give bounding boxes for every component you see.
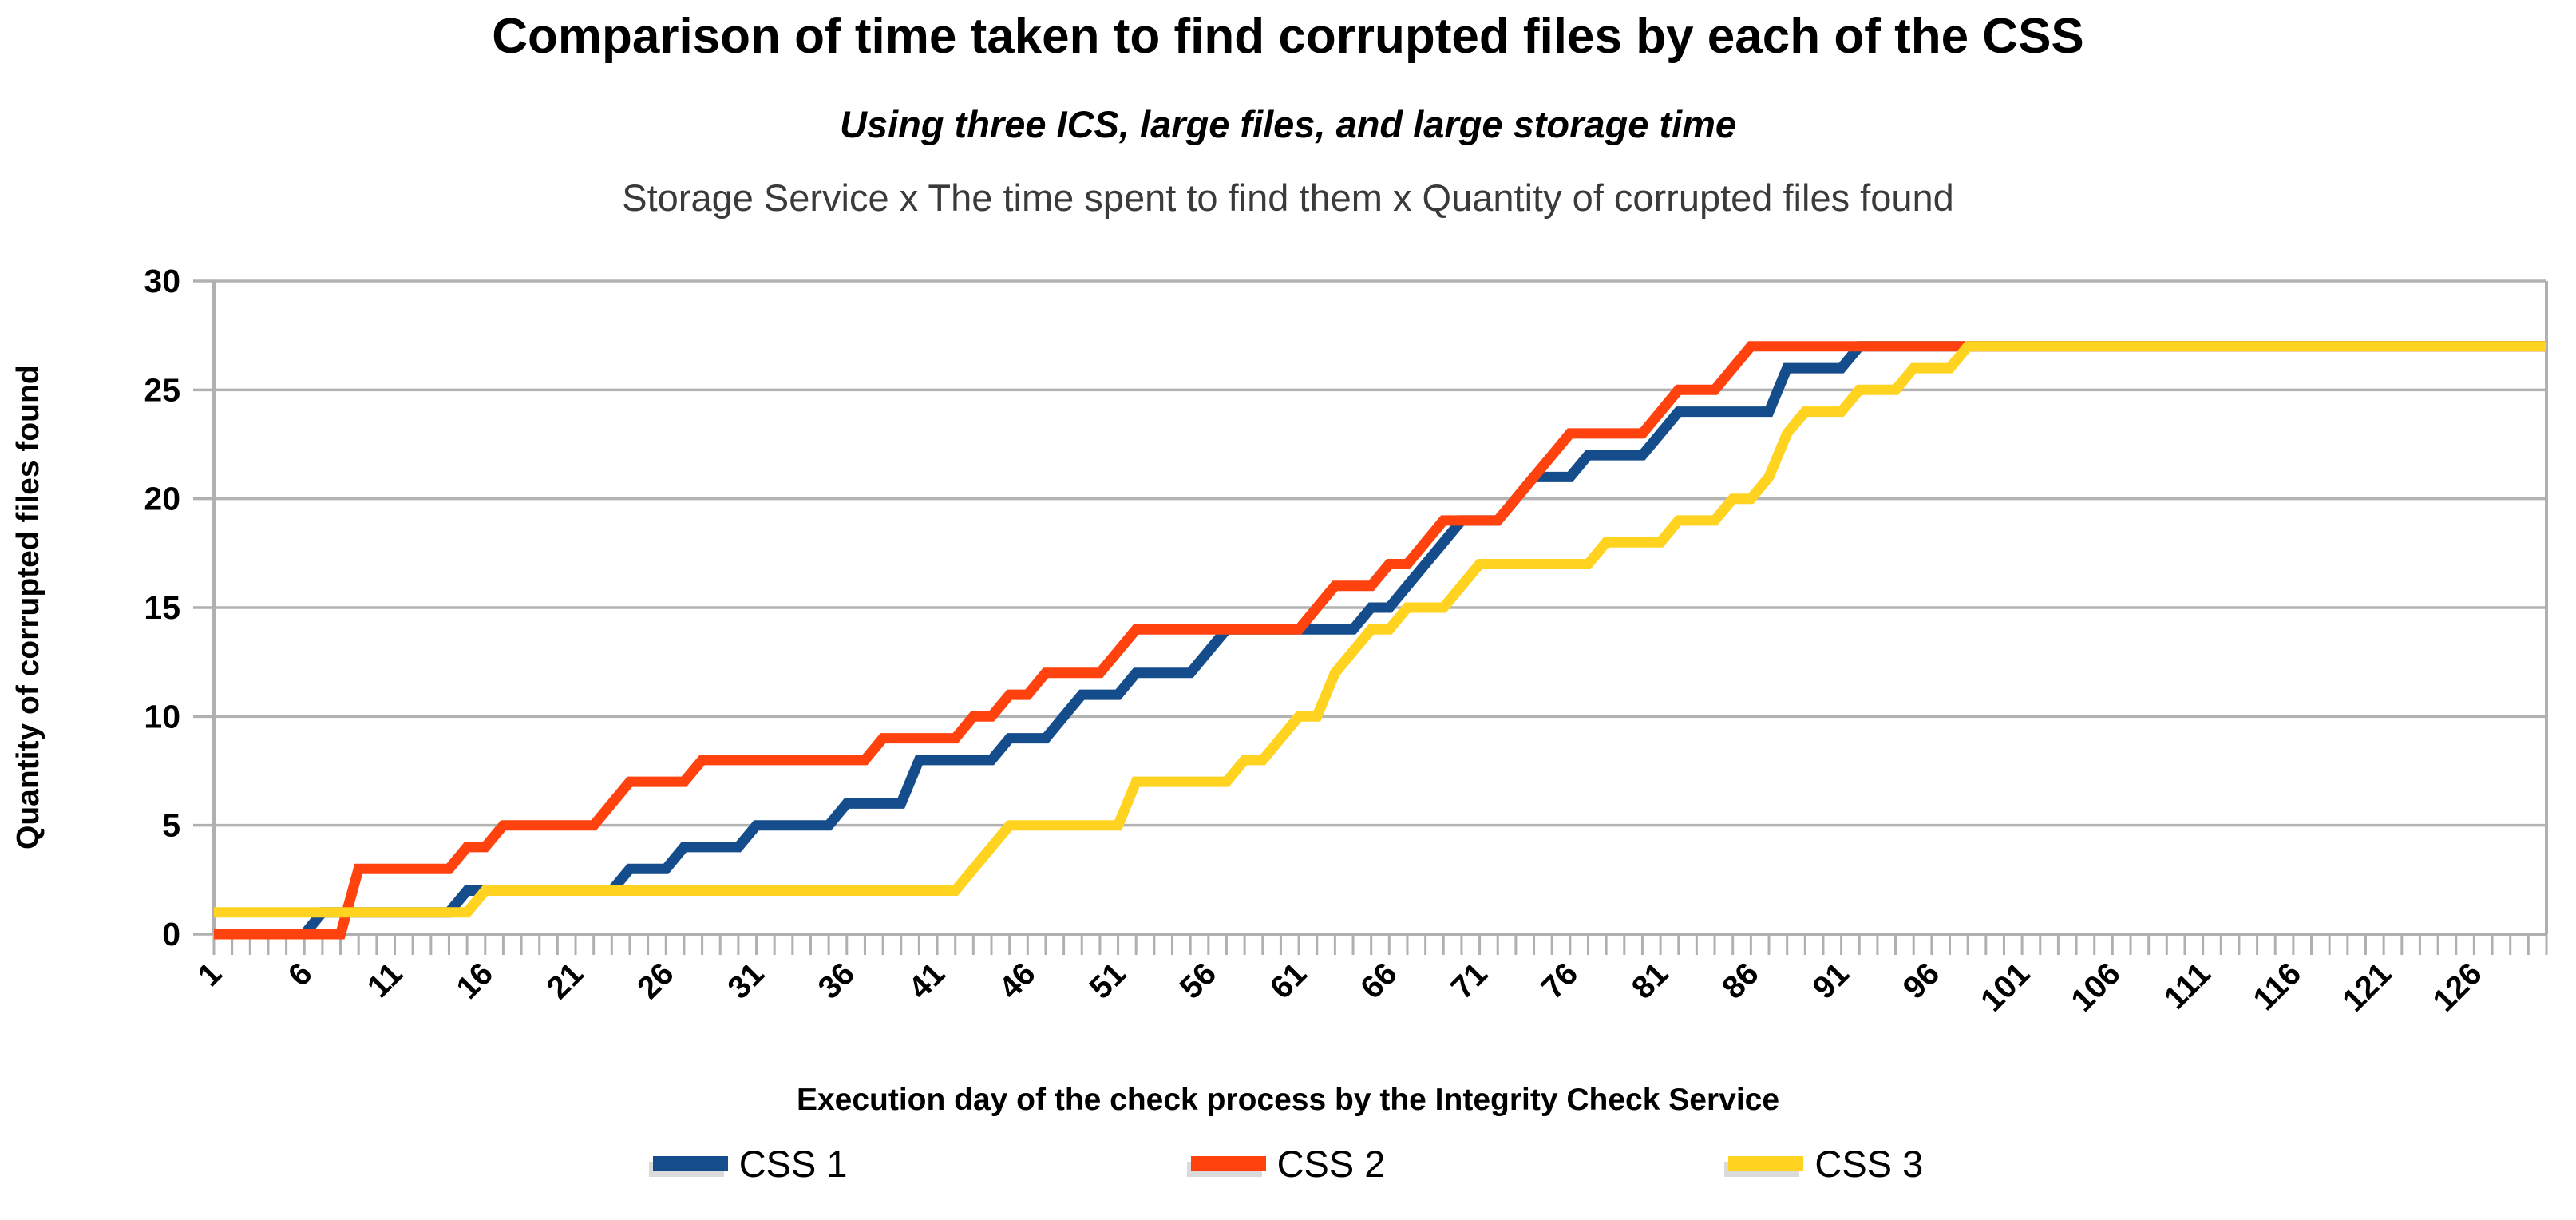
x-tick-label: 116 (2247, 956, 2309, 1017)
x-tick-label: 16 (450, 956, 501, 1006)
series-line-css-2 (214, 341, 2546, 940)
x-tick-label: 101 (1974, 956, 2036, 1018)
x-tick-label: 31 (721, 956, 771, 1006)
y-tick-label: 30 (144, 263, 180, 299)
x-tick-label: 106 (2064, 956, 2127, 1018)
chart-subtitle: Using three ICS, large files, and large … (839, 103, 1737, 145)
series-line-css-3 (214, 341, 2546, 918)
x-tick-label: 21 (540, 956, 591, 1006)
x-tick-label: 41 (902, 956, 952, 1006)
legend-swatch-css2-icon (1190, 1156, 1266, 1171)
x-axis-title: Execution day of the check process by th… (796, 1083, 1780, 1117)
x-tick-label: 76 (1535, 956, 1585, 1006)
x-tick-label: 61 (1264, 956, 1314, 1006)
y-tick-label: 15 (144, 589, 180, 626)
legend-item-css2: CSS 2 (1190, 1142, 1386, 1186)
x-tick-label: 1 (192, 956, 229, 993)
y-tick-label: 0 (162, 916, 180, 953)
legend-label-css1: CSS 1 (738, 1143, 848, 1185)
x-tick-label: 96 (1897, 956, 1947, 1006)
x-tick-label: 126 (2426, 956, 2488, 1018)
x-tick-label: 26 (631, 956, 681, 1006)
chart-title: Comparison of time taken to find corrupt… (492, 9, 2084, 64)
legend-item-css3: CSS 3 (1728, 1142, 1923, 1186)
x-tick-label: 51 (1082, 956, 1133, 1006)
y-tick-label: 20 (144, 481, 180, 517)
y-tick-label: 5 (162, 807, 180, 844)
y-tick-label: 10 (144, 698, 180, 735)
legend-label-css3: CSS 3 (1814, 1143, 1924, 1185)
x-tick-label: 46 (992, 956, 1043, 1006)
x-tick-label: 66 (1354, 956, 1404, 1006)
x-tick-label: 56 (1173, 956, 1224, 1006)
x-tick-label: 91 (1806, 956, 1856, 1006)
x-tick-label: 6 (282, 956, 319, 993)
legend-swatch-css3-icon (1728, 1156, 1804, 1171)
x-tick-label: 111 (2158, 956, 2218, 1016)
x-tick-label: 86 (1715, 956, 1766, 1006)
legend: CSS 1 CSS 2 CSS 3 (0, 1142, 2576, 1186)
x-tick-label: 36 (812, 956, 862, 1006)
legend-swatch-css1-icon (652, 1156, 728, 1171)
legend-item-css1: CSS 1 (652, 1142, 848, 1186)
series-line-css-1 (214, 341, 2546, 940)
x-tick-label: 81 (1625, 956, 1676, 1006)
x-tick-label: 121 (2336, 956, 2398, 1018)
legend-label-css2: CSS 2 (1276, 1143, 1386, 1185)
chart-subtitle-2: Storage Service x The time spent to find… (622, 176, 1954, 219)
x-tick-label: 11 (361, 956, 410, 1004)
y-tick-label: 25 (144, 371, 180, 408)
x-tick-label: 71 (1444, 956, 1494, 1006)
